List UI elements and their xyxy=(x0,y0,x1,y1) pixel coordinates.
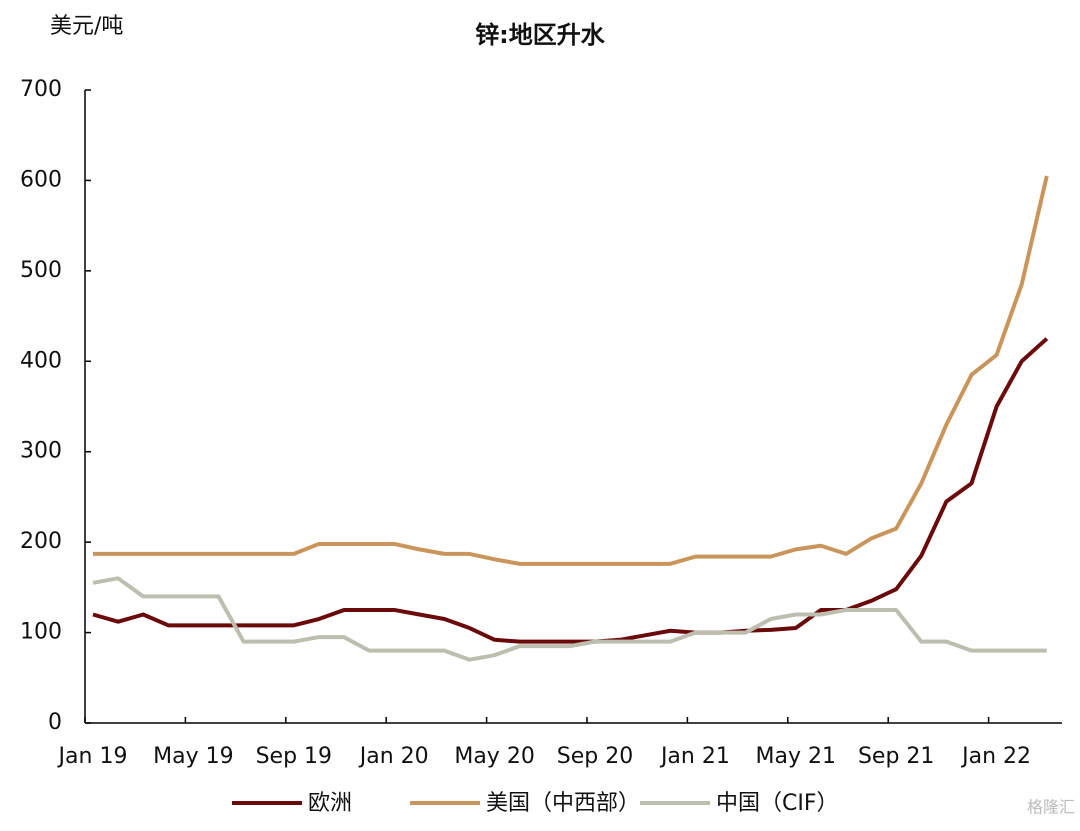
y-tick-label: 0 xyxy=(48,710,62,735)
y-tick-label: 700 xyxy=(20,77,62,102)
x-tick-label: Sep 20 xyxy=(557,744,633,769)
x-tick-label: Jan 19 xyxy=(57,744,128,769)
legend-label: 美国（中西部） xyxy=(486,791,640,816)
y-tick-label: 500 xyxy=(20,258,62,283)
y-tick-label: 400 xyxy=(20,348,62,373)
y-tick-label: 100 xyxy=(20,620,62,645)
legend-label: 欧洲 xyxy=(308,791,352,816)
series-line xyxy=(92,576,1047,662)
series-line xyxy=(92,337,1049,644)
legend-label: 中国（CIF） xyxy=(716,791,839,816)
x-tick-label: May 20 xyxy=(454,744,534,769)
x-tick-label: May 21 xyxy=(756,744,836,769)
x-tick-label: Jan 20 xyxy=(358,744,429,769)
series-line xyxy=(93,175,1049,566)
x-tick-label: Jan 21 xyxy=(659,744,730,769)
y-tick-label: 200 xyxy=(20,529,62,554)
x-tick-label: Sep 19 xyxy=(256,744,332,769)
x-tick-label: May 19 xyxy=(153,744,233,769)
y-tick-label: 600 xyxy=(20,167,62,192)
x-tick-label: Sep 21 xyxy=(858,744,934,769)
x-tick-label: Jan 22 xyxy=(960,744,1031,769)
chart-title: 锌:地区升水 xyxy=(475,21,606,49)
y-tick-label: 300 xyxy=(20,439,62,464)
watermark: 格隆汇 xyxy=(1027,798,1075,817)
y-unit: 美元/吨 xyxy=(50,14,123,39)
